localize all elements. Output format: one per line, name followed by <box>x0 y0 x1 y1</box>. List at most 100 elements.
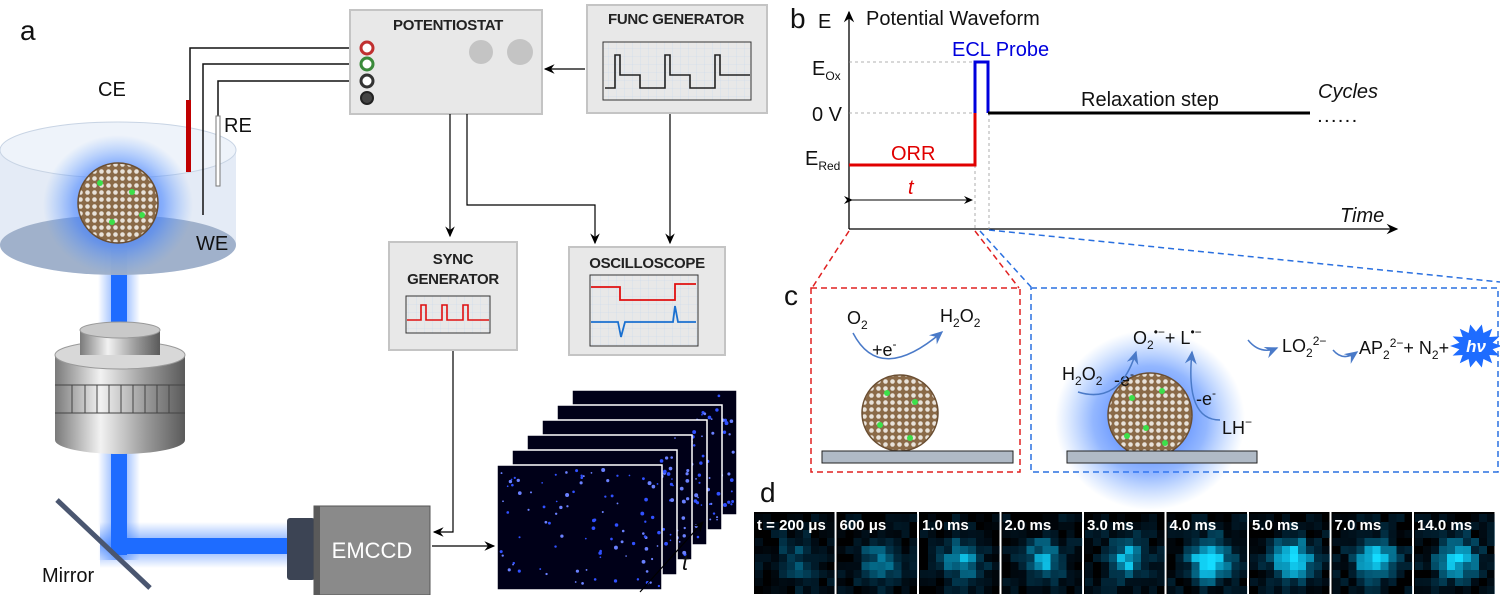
pixel <box>1447 530 1455 538</box>
pixel <box>1274 538 1282 546</box>
oscilloscope-label: OSCILLOSCOPE <box>589 255 705 272</box>
pixel <box>1149 522 1157 530</box>
pixel <box>1266 554 1274 562</box>
pixel <box>909 546 918 554</box>
pixel <box>885 554 894 562</box>
pixel <box>1266 562 1274 570</box>
pixel <box>1117 546 1125 554</box>
pixel <box>819 586 827 594</box>
pixel <box>1066 562 1075 570</box>
pixel <box>837 562 846 570</box>
pixel <box>1074 538 1083 546</box>
pixel <box>1109 530 1117 538</box>
pixel <box>952 522 960 530</box>
pixel <box>909 578 918 586</box>
pixel <box>893 530 902 538</box>
pixel <box>1199 554 1208 562</box>
pixel <box>1133 546 1141 554</box>
pixel <box>1348 546 1357 554</box>
ecl-frame: t = 200 μs <box>754 512 835 594</box>
pixel <box>795 546 803 554</box>
pixel <box>885 546 894 554</box>
pixel <box>909 562 918 570</box>
nanoparticle-icon <box>861 374 939 452</box>
pixel <box>1415 586 1423 594</box>
pixel <box>1109 538 1117 546</box>
pixel <box>1199 562 1208 570</box>
pixel <box>984 530 992 538</box>
pixel <box>779 546 787 554</box>
pixel <box>976 578 984 586</box>
pixel <box>1471 538 1479 546</box>
pixel <box>1356 570 1365 578</box>
pixel <box>1093 522 1101 530</box>
pixel <box>1183 554 1192 562</box>
we-label: WE <box>196 233 228 255</box>
pixel <box>837 570 846 578</box>
pixel <box>1133 562 1141 570</box>
pixel <box>811 570 819 578</box>
pixel <box>1455 562 1463 570</box>
pixel <box>1183 578 1192 586</box>
pixel <box>1167 538 1176 546</box>
pixel <box>1010 554 1019 562</box>
pixel <box>1431 562 1439 570</box>
pixel <box>771 578 779 586</box>
pixel <box>944 522 952 530</box>
pixel <box>1050 586 1059 594</box>
pixel <box>1348 530 1357 538</box>
pixel <box>1487 522 1495 530</box>
pixel <box>755 538 763 546</box>
pixel <box>811 538 819 546</box>
pixel <box>1479 586 1487 594</box>
potential-trace <box>591 283 696 301</box>
pixel <box>1447 538 1455 546</box>
electrode-surface <box>1066 450 1258 464</box>
pixel <box>1191 578 1200 586</box>
pixel <box>1157 554 1165 562</box>
pixel <box>1215 586 1224 594</box>
pixel <box>1415 554 1423 562</box>
pixel <box>1415 578 1423 586</box>
pixel <box>787 530 795 538</box>
pixel <box>1250 554 1258 562</box>
pixel <box>861 546 870 554</box>
pixel <box>861 530 870 538</box>
pixel <box>1274 578 1282 586</box>
pixel <box>819 522 827 530</box>
pixel <box>960 554 968 562</box>
pixel <box>1423 586 1431 594</box>
pixel <box>1380 522 1389 530</box>
pixel <box>936 570 944 578</box>
pixel <box>1167 546 1176 554</box>
pixel <box>1314 514 1322 522</box>
ecl-frame: 4.0 ms <box>1166 512 1248 594</box>
pixel <box>1141 530 1149 538</box>
pixel <box>1117 570 1125 578</box>
pixel <box>803 522 811 530</box>
pixel <box>853 554 862 562</box>
pixel <box>1282 578 1290 586</box>
pixel <box>893 514 902 522</box>
electron-gain: +e- <box>872 337 897 360</box>
pixel <box>1487 562 1495 570</box>
pixel <box>1074 546 1083 554</box>
pixel <box>1058 578 1067 586</box>
pixel <box>795 570 803 578</box>
pixel <box>1125 530 1133 538</box>
pixel <box>1042 570 1051 578</box>
pixel <box>1101 562 1109 570</box>
pixel <box>1447 514 1455 522</box>
pixel <box>1487 586 1495 594</box>
pixel <box>827 522 835 530</box>
pixel <box>1093 586 1101 594</box>
ecl-frame: 2.0 ms <box>1001 512 1083 594</box>
emccd-camera: EMCCD <box>287 505 431 595</box>
pixel <box>1439 546 1447 554</box>
stack-time-label: t <box>682 550 689 575</box>
pixel <box>779 554 787 562</box>
pixel <box>1298 522 1306 530</box>
final-products: AP22−+ N2+ <box>1359 336 1449 362</box>
pixel <box>1231 514 1240 522</box>
pixel <box>1479 570 1487 578</box>
